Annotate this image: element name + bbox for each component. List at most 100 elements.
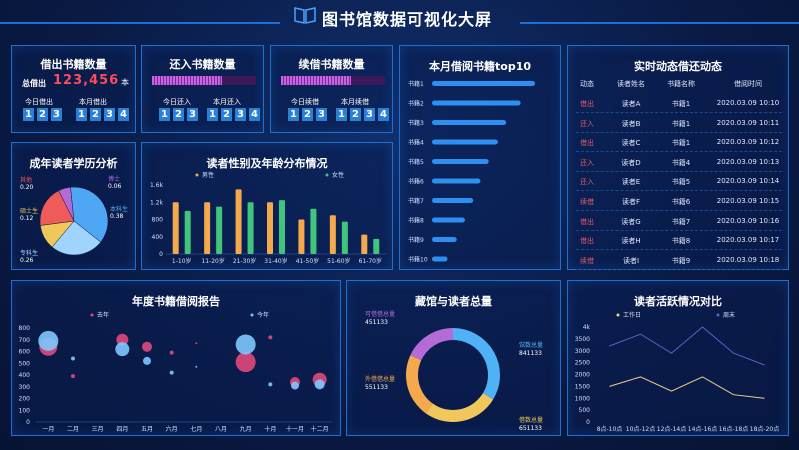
digit: 2 bbox=[350, 108, 361, 121]
bar bbox=[310, 208, 317, 254]
table-cell: 书籍9 bbox=[671, 256, 691, 265]
table-cell: 2020.03.09 10:10 bbox=[716, 99, 780, 107]
renew-panel: 续借书籍数量 今日续借 本月续借 1 2 3 1 2 3 4 bbox=[270, 45, 393, 133]
y-tick-label: 书籍6 bbox=[408, 178, 424, 186]
digit: 4 bbox=[249, 108, 260, 121]
bar bbox=[341, 221, 348, 254]
activity-title: 实时动态借还动态 bbox=[634, 60, 722, 73]
legend-dot bbox=[195, 173, 199, 177]
page-title: 图书馆数据可视化大屏 bbox=[322, 10, 493, 29]
table-cell: 2020.03.09 10:16 bbox=[716, 216, 780, 225]
row-divider bbox=[576, 190, 782, 192]
x-tick-label: 14点-16点 bbox=[688, 425, 717, 433]
borrow-panel: 借出书籍数量 总借出 123,456 本 今日借出 本月借出 1 2 3 1 2… bbox=[11, 45, 136, 133]
scatter-point bbox=[291, 381, 299, 390]
y-tick-label: 300 bbox=[19, 384, 31, 391]
borrow-total-value: 123,456 bbox=[53, 73, 120, 88]
table-header-cell: 借阅时间 bbox=[734, 80, 762, 88]
collection-panel: 藏馆与读者总量 馆数总量 841133 借数总量 651133 外借借总量 551133 可… bbox=[346, 280, 561, 436]
scatter-point bbox=[116, 333, 129, 346]
row-divider bbox=[576, 249, 782, 251]
bar bbox=[432, 139, 498, 145]
table-cell: 读者D bbox=[621, 158, 641, 167]
y-tick-label: 书籍1 bbox=[408, 80, 424, 88]
table-cell: 2020.03.09 10:11 bbox=[716, 118, 780, 127]
donut-label: 外借借总量 bbox=[365, 375, 395, 383]
y-tick-label: 3500 bbox=[575, 336, 590, 343]
donut-slice bbox=[425, 393, 494, 422]
digit: 3 bbox=[235, 108, 246, 121]
y-tick-label: 100 bbox=[19, 407, 31, 414]
bar bbox=[432, 237, 457, 242]
table-row: 借出 读者G 书籍7 2020.03.09 10:16 bbox=[568, 217, 796, 227]
bar bbox=[432, 159, 489, 164]
table-cell: 读者A bbox=[621, 100, 641, 108]
table-cell: 书籍1 bbox=[671, 119, 691, 128]
table-cell: 借出 bbox=[580, 100, 594, 108]
table-cell: 借出 bbox=[580, 217, 594, 226]
row-divider bbox=[576, 268, 782, 270]
y-tick-label: 500 bbox=[579, 407, 591, 414]
header-line-right bbox=[520, 22, 799, 24]
bar bbox=[235, 189, 242, 254]
table-cell: 书籍5 bbox=[671, 178, 691, 187]
table-cell: 书籍7 bbox=[671, 217, 691, 226]
y-tick-label: 书籍3 bbox=[408, 119, 424, 127]
digit: 2 bbox=[221, 108, 232, 121]
series-line bbox=[609, 376, 765, 399]
pie-value: 0.26 bbox=[20, 257, 34, 264]
table-row: 还入 读者E 书籍5 2020.03.09 10:14 bbox=[568, 177, 796, 187]
pie-label: 博士 bbox=[108, 175, 120, 183]
y-tick-label: 1.6k bbox=[150, 182, 164, 189]
digit: 2 bbox=[37, 108, 48, 121]
table-cell: 2020.03.09 10:18 bbox=[716, 255, 780, 264]
y-tick-label: 500 bbox=[19, 360, 31, 367]
table-cell: 书籍1 bbox=[671, 100, 691, 108]
bar bbox=[361, 234, 368, 254]
donut-label: 馆数总量 bbox=[519, 341, 543, 349]
pie-slice bbox=[39, 190, 75, 226]
return-panel: 还入书籍数量 今日还入 本月还入 1 2 3 1 2 3 4 bbox=[141, 45, 264, 133]
x-tick-label: 16点-18点 bbox=[719, 425, 748, 433]
table-cell: 读者E bbox=[621, 178, 641, 187]
x-tick-label: 十二月 bbox=[311, 425, 329, 433]
table-cell: 续借 bbox=[580, 256, 594, 265]
digit: 3 bbox=[104, 108, 115, 121]
pie-value: 0.38 bbox=[110, 213, 124, 220]
pie-label: 硕士生 bbox=[20, 207, 38, 215]
renew-progress-rest bbox=[351, 76, 385, 85]
x-tick-label: 六月 bbox=[166, 425, 178, 433]
table-cell: 书籍4 bbox=[671, 158, 691, 167]
y-tick-label: 0 bbox=[26, 419, 30, 426]
x-tick-label: 21-30岁 bbox=[233, 257, 256, 265]
x-tick-label: 二月 bbox=[67, 426, 79, 433]
y-tick-label: 1000 bbox=[575, 395, 590, 402]
scatter-point bbox=[38, 330, 59, 351]
scatter-point bbox=[268, 382, 273, 387]
x-tick-label: 11-20岁 bbox=[201, 257, 224, 265]
y-tick-label: 4k bbox=[583, 324, 591, 331]
y-tick-label: 800 bbox=[152, 217, 164, 224]
table-row: 续借 读者I 书籍9 2020.03.09 10:18 bbox=[568, 256, 796, 266]
table-cell: 2020.03.09 10:12 bbox=[716, 138, 780, 147]
bar bbox=[329, 215, 336, 254]
digit: 1 bbox=[288, 108, 299, 121]
compare-panel: 读者活跃情况对比 0 500 1000 1500 2000 2500 3000 3500 4k 8… bbox=[567, 280, 789, 436]
table-cell: 读者C bbox=[621, 139, 641, 148]
table-cell: 读者H bbox=[621, 237, 641, 246]
x-tick-label: 61-70岁 bbox=[359, 257, 382, 265]
table-cell: 还入 bbox=[580, 178, 594, 187]
y-tick-label: 2000 bbox=[575, 372, 590, 379]
table-cell: 读者F bbox=[621, 198, 641, 206]
renew-month-label: 本月续借 bbox=[341, 98, 369, 106]
scatter-point bbox=[314, 379, 325, 390]
digit: 1 bbox=[76, 108, 87, 121]
pie-label: 其他 bbox=[20, 176, 32, 184]
annual-scatter-chart: 0 100 200 300 400 500 600 700 800 一月 二月 三月 四月 五月 六月 七月 八… bbox=[19, 311, 332, 433]
pie-label: 专科生 bbox=[20, 249, 38, 257]
book-icon bbox=[294, 7, 316, 24]
table-cell: 书籍1 bbox=[671, 139, 691, 148]
y-tick-label: 0 bbox=[159, 251, 163, 258]
return-month-label: 本月还入 bbox=[213, 98, 241, 106]
scatter-point bbox=[169, 370, 174, 375]
